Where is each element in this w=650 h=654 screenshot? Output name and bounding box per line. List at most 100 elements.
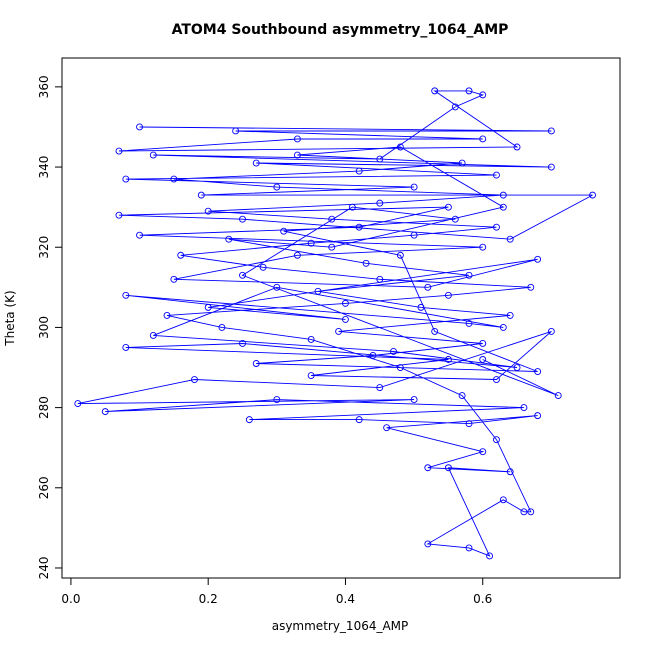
data-point: [293, 251, 301, 259]
data-point: [149, 331, 157, 339]
data-point: [355, 167, 363, 175]
data-point: [493, 223, 500, 231]
data-point: [136, 231, 144, 239]
data-point: [465, 271, 473, 279]
data-point: [589, 191, 596, 199]
y-tick-label: 320: [37, 236, 51, 259]
data-point: [74, 400, 82, 408]
data-point: [396, 364, 404, 371]
data-point: [479, 448, 487, 456]
data-point: [362, 259, 370, 267]
data-point: [506, 311, 514, 319]
data-point: [328, 243, 336, 251]
data-point: [273, 396, 281, 404]
data-point: [239, 271, 246, 279]
data-point: [355, 223, 363, 231]
data-point: [335, 327, 343, 335]
data-point: [499, 496, 507, 504]
data-point: [506, 468, 514, 476]
data-line: [77, 90, 593, 557]
data-point: [328, 215, 336, 223]
data-point: [431, 87, 439, 95]
data-point: [444, 291, 452, 299]
data-point: [444, 464, 452, 472]
data-point: [396, 143, 404, 151]
data-point: [513, 364, 521, 371]
data-point: [444, 356, 452, 363]
data-point: [293, 135, 301, 143]
data-point: [527, 508, 535, 516]
data-point: [465, 420, 473, 428]
data-point: [499, 323, 507, 331]
data-point: [534, 412, 542, 420]
data-point: [232, 127, 240, 135]
data-point: [493, 436, 500, 444]
data-point: [547, 163, 555, 171]
data-point: [424, 540, 432, 548]
data-point: [506, 235, 514, 243]
data-point: [197, 191, 205, 199]
data-point: [376, 199, 384, 207]
data-point: [376, 275, 384, 283]
data-point: [252, 159, 260, 167]
data-point: [122, 344, 130, 351]
data-point: [410, 396, 418, 404]
data-point: [479, 91, 487, 99]
data-point: [479, 243, 487, 251]
y-tick-label: 360: [37, 75, 51, 98]
data-point: [479, 356, 487, 363]
data-point: [396, 251, 404, 259]
data-point: [493, 376, 500, 383]
data-point: [458, 392, 466, 400]
data-point: [225, 235, 233, 243]
data-point: [465, 544, 473, 552]
data-point: [239, 215, 246, 223]
data-point: [376, 155, 384, 163]
data-point: [280, 227, 288, 235]
data-point: [273, 283, 281, 291]
data-point: [369, 352, 377, 359]
data-point: [520, 404, 528, 412]
chart-title: ATOM4 Southbound asymmetry_1064_AMP: [172, 22, 509, 38]
data-point: [239, 340, 246, 347]
data-point: [273, 183, 281, 191]
data-point: [307, 239, 315, 247]
data-point: [122, 291, 130, 299]
data-point: [465, 87, 473, 95]
data-point: [348, 203, 356, 211]
data-point: [499, 191, 507, 199]
data-point: [170, 175, 178, 183]
data-point: [499, 203, 507, 211]
data-point: [410, 231, 418, 239]
data-point: [534, 255, 542, 263]
data-point: [122, 175, 130, 183]
data-point: [424, 283, 432, 291]
y-tick-label: 280: [37, 396, 51, 419]
data-point: [534, 368, 542, 375]
data-point: [136, 123, 144, 131]
y-axis-label: Theta (K): [3, 290, 17, 346]
data-point: [410, 183, 418, 191]
data-point: [431, 327, 439, 335]
data-point: [170, 275, 178, 283]
data-point: [252, 360, 260, 367]
data-point: [451, 103, 459, 111]
data-point: [293, 151, 301, 159]
data-point: [307, 335, 315, 343]
data-point: [376, 384, 384, 392]
data-point: [342, 299, 349, 307]
x-tick-label: 0.6: [473, 592, 492, 606]
data-point: [204, 303, 212, 311]
data-point: [149, 151, 157, 159]
data-point: [383, 424, 391, 432]
data-point: [458, 159, 466, 167]
data-point: [520, 508, 528, 516]
data-point: [390, 348, 397, 355]
data-point: [527, 283, 535, 291]
x-axis-label: asymmetry_1064_AMP: [272, 619, 409, 633]
data-point: [204, 207, 212, 215]
data-point: [547, 327, 555, 335]
y-tick-label: 300: [37, 316, 51, 339]
